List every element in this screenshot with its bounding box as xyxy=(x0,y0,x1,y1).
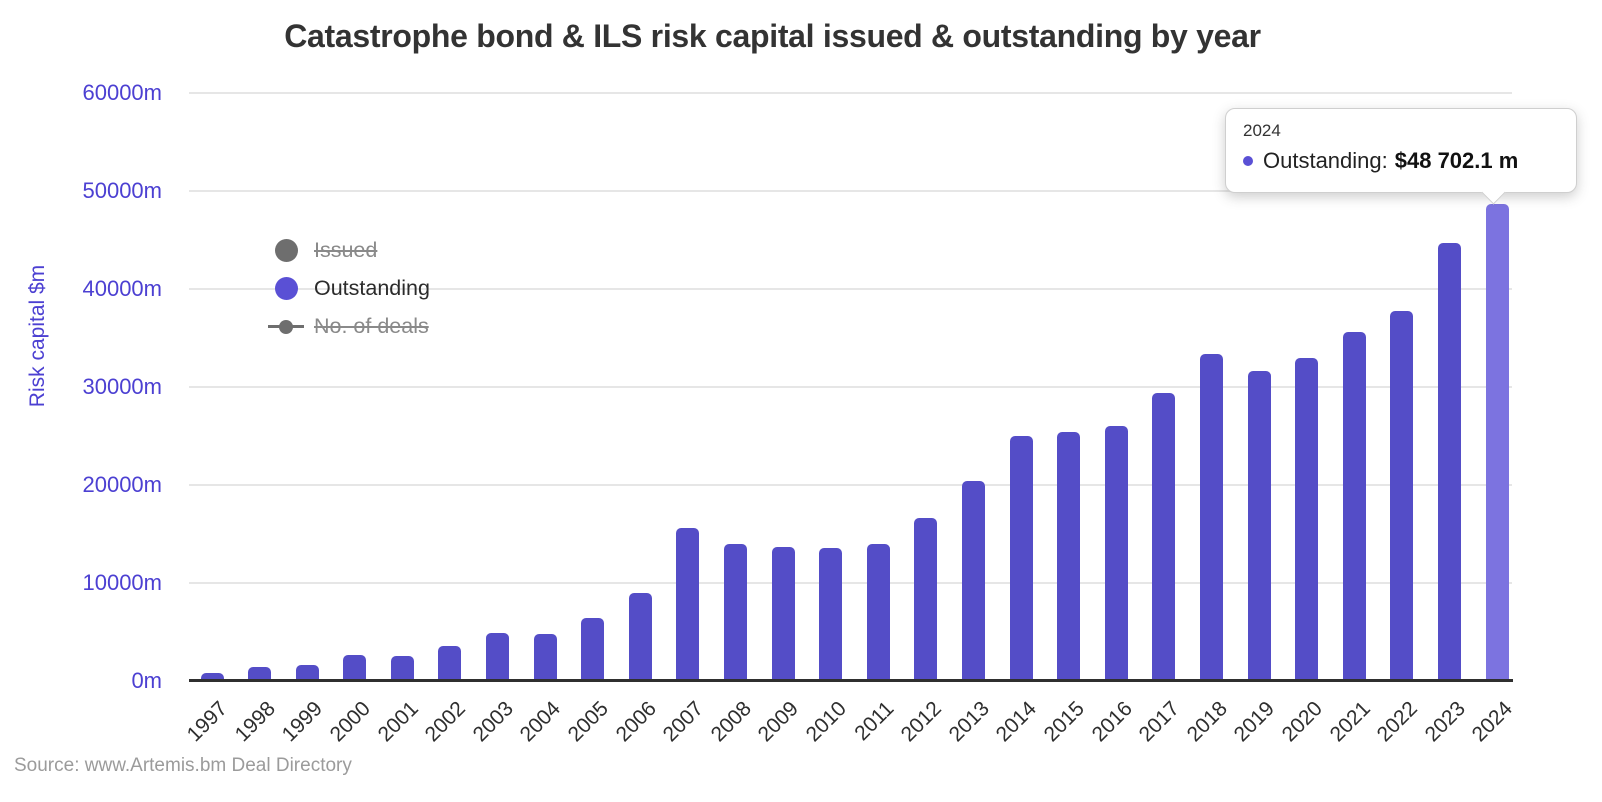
x-axis-line xyxy=(189,679,1513,682)
tooltip-value: $48 702.1 m xyxy=(1394,148,1519,173)
gridline-20000 xyxy=(189,484,1512,486)
x-axis-label-2011: 2011 xyxy=(850,697,899,746)
legend-label: Issued xyxy=(314,237,378,262)
x-axis-label-2012: 2012 xyxy=(896,697,947,747)
bar-2017[interactable] xyxy=(1152,393,1176,681)
x-axis-label-1999: 1999 xyxy=(278,697,328,747)
x-axis-label-2005: 2005 xyxy=(563,697,614,747)
y-axis-tick-label: 50000m xyxy=(82,178,162,203)
legend-line-dot-icon xyxy=(268,315,304,338)
source-credit: Source: www.Artemis.bm Deal Directory xyxy=(14,755,352,776)
legend-circle-icon xyxy=(274,276,298,300)
x-axis-label-2022: 2022 xyxy=(1372,697,1423,747)
x-axis-label-2014: 2014 xyxy=(992,697,1042,747)
tooltip-pointer xyxy=(1481,180,1506,205)
tooltip-category: 2024 xyxy=(1243,121,1281,140)
legend-item-issued[interactable]: Issued xyxy=(268,231,430,269)
x-axis-label-2007: 2007 xyxy=(658,697,709,747)
bar-2021[interactable] xyxy=(1342,331,1366,681)
x-axis-label-2023: 2023 xyxy=(1420,697,1470,747)
y-axis-tick-label: 30000m xyxy=(82,374,162,399)
x-axis-label-2002: 2002 xyxy=(420,697,471,747)
bar-2010[interactable] xyxy=(819,547,843,681)
x-axis-label-1997: 1997 xyxy=(182,697,233,747)
legend-item-outstanding[interactable]: Outstanding xyxy=(268,269,430,307)
x-axis-label-2019: 2019 xyxy=(1230,697,1280,747)
x-axis-label-2021: 2021 xyxy=(1325,697,1375,747)
y-axis-tick-label: 60000m xyxy=(82,80,162,105)
bar-2018[interactable] xyxy=(1199,354,1223,681)
x-axis-label-2010: 2010 xyxy=(801,697,851,747)
bar-2012[interactable] xyxy=(914,518,938,681)
x-axis-label-2001: 2001 xyxy=(373,697,423,747)
x-axis-label-2008: 2008 xyxy=(706,697,756,747)
bar-2020[interactable] xyxy=(1295,358,1319,681)
bar-2022[interactable] xyxy=(1390,311,1414,681)
x-axis-label-2004: 2004 xyxy=(516,697,566,747)
y-axis-tick-label: 20000m xyxy=(82,472,162,497)
x-axis-label-2024: 2024 xyxy=(1467,697,1518,747)
bar-2008[interactable] xyxy=(724,543,748,681)
bar-2000[interactable] xyxy=(343,654,367,681)
bar-2015[interactable] xyxy=(1057,431,1081,681)
bar-2016[interactable] xyxy=(1104,426,1128,681)
gridline-40000 xyxy=(189,288,1512,290)
legend-item-no-of-deals[interactable]: No. of deals xyxy=(268,307,430,345)
x-axis-label-2017: 2017 xyxy=(1134,697,1185,747)
legend-label: No. of deals xyxy=(314,313,429,338)
y-axis-tick-label: 10000m xyxy=(82,570,162,595)
legend-circle-icon xyxy=(274,238,298,262)
bar-2019[interactable] xyxy=(1247,370,1271,681)
bar-2013[interactable] xyxy=(961,480,985,681)
bar-2007[interactable] xyxy=(676,528,700,681)
bar-2009[interactable] xyxy=(771,547,795,681)
tooltip: 2024 Outstanding: $48 702.1 m xyxy=(1225,108,1577,205)
gridline-60000 xyxy=(189,92,1512,94)
x-axis-label-2020: 2020 xyxy=(1277,697,1327,747)
x-axis-label-2003: 2003 xyxy=(468,697,518,747)
x-axis-label-2000: 2000 xyxy=(325,697,376,747)
bar-2023[interactable] xyxy=(1437,243,1461,681)
tooltip-series-marker-icon xyxy=(1243,156,1253,166)
bar-2001[interactable] xyxy=(390,655,414,681)
bar-2004[interactable] xyxy=(533,633,557,681)
x-axis-label-2015: 2015 xyxy=(1039,697,1089,747)
chart-title: Catastrophe bond & ILS risk capital issu… xyxy=(284,18,1261,54)
bar-2006[interactable] xyxy=(628,592,652,681)
x-axis-label-2013: 2013 xyxy=(944,697,994,747)
legend: Issued Outstanding No. of deals xyxy=(268,231,430,345)
gridline-10000 xyxy=(189,582,1512,584)
bar-2002[interactable] xyxy=(438,645,462,681)
x-axis-label-2016: 2016 xyxy=(1087,697,1137,747)
bar-2005[interactable] xyxy=(581,618,605,681)
x-axis-label-2018: 2018 xyxy=(1182,697,1232,747)
y-axis-tick-label: 0m xyxy=(131,668,162,693)
bar-1997[interactable] xyxy=(200,673,224,681)
bar-2011[interactable] xyxy=(866,543,890,681)
x-axis-label-1998: 1998 xyxy=(230,697,280,747)
y-axis-tick-label: 40000m xyxy=(82,276,162,301)
tooltip-series-label: Outstanding: xyxy=(1263,148,1388,173)
bar-2014[interactable] xyxy=(1009,436,1033,681)
bar-2003[interactable] xyxy=(486,632,510,681)
bar-1999[interactable] xyxy=(295,664,319,681)
legend-label: Outstanding xyxy=(314,275,430,300)
bar-2024[interactable] xyxy=(1485,203,1509,681)
gridline-30000 xyxy=(189,386,1512,388)
x-axis-label-2009: 2009 xyxy=(754,697,804,747)
bar-1998[interactable] xyxy=(248,667,272,681)
gridline-50000 xyxy=(189,190,1512,192)
x-axis-label-2006: 2006 xyxy=(611,697,661,747)
